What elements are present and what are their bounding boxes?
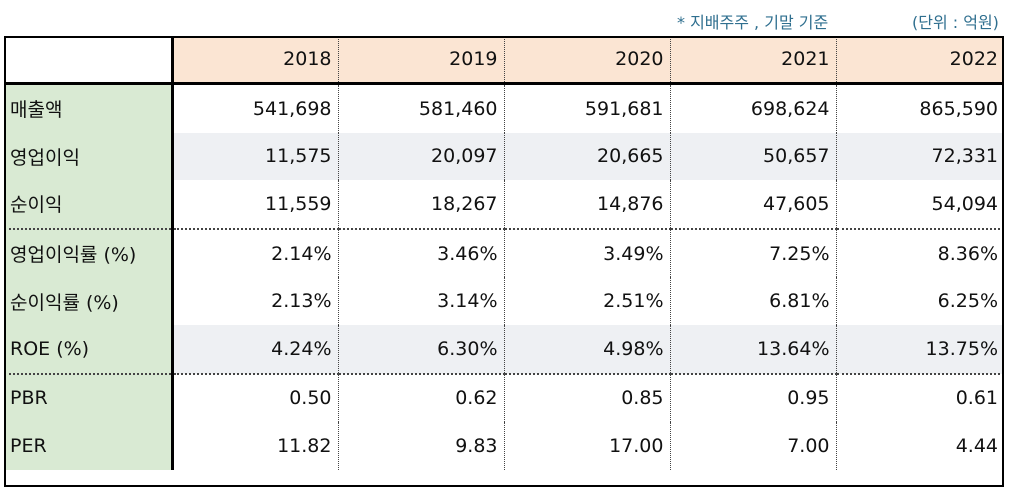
table-row: ROE (%) 4.24% 6.30% 4.98% 13.64% 13.75% [4, 324, 1004, 375]
table-cell: 47,605 [670, 180, 837, 230]
row-label: 영업이익률 (%) [4, 228, 174, 278]
financial-table: 2018 2019 2020 2021 2022 매출액 541,698 581… [4, 36, 1004, 470]
row-label: 매출액 [4, 83, 174, 133]
table-cell: 20,665 [504, 132, 671, 181]
table-cell: 0.85 [504, 373, 671, 423]
year-header: 2019 [338, 36, 505, 85]
table-row: 영업이익률 (%) 2.14% 3.46% 3.49% 7.25% 8.36% [4, 228, 1004, 278]
basis-note: * 지배주주 , 기말 기준 [677, 13, 829, 32]
row-label: 영업이익 [4, 132, 174, 181]
row-label: ROE (%) [4, 324, 174, 375]
row-label: PBR [4, 373, 174, 423]
table-cell: 7.00 [670, 422, 837, 470]
table-cell: 18,267 [338, 180, 505, 230]
table-row: 매출액 541,698 581,460 591,681 698,624 865,… [4, 83, 1004, 133]
table-row: 영업이익 11,575 20,097 20,665 50,657 72,331 [4, 132, 1004, 181]
table-cell: 0.50 [172, 373, 339, 423]
year-header: 2018 [172, 36, 339, 85]
table-row: PER 11.82 9.83 17.00 7.00 4.44 [4, 422, 1004, 470]
year-header: 2022 [836, 36, 1004, 85]
table-cell: 3.49% [504, 228, 671, 278]
table-row: 순이익 11,559 18,267 14,876 47,605 54,094 [4, 180, 1004, 230]
table-cell: 13.75% [836, 324, 1004, 375]
table-cell: 865,590 [919, 97, 998, 120]
unit-note: (단위 : 억원) [912, 13, 999, 32]
row-label: 순이익률 (%) [4, 277, 174, 325]
table-cell: 8.36% [937, 242, 998, 265]
table-cell: 50,657 [670, 132, 837, 181]
table-cell: 3.14% [338, 277, 505, 325]
table-cell: 7.25% [670, 228, 837, 278]
table-cell: 4.44 [955, 434, 998, 457]
table-row: PBR 0.50 0.62 0.85 0.95 0.61 [4, 373, 1004, 423]
table-cell: 0.95 [670, 373, 837, 423]
header-row: 2018 2019 2020 2021 2022 [4, 36, 1004, 85]
table-cell: 0.61 [955, 387, 998, 410]
table-cell: 6.25% [937, 290, 998, 313]
table-cell: 17.00 [504, 422, 671, 470]
row-label: PER [4, 422, 174, 470]
table-cell: 6.30% [338, 324, 505, 375]
table-cell: 11.82 [172, 422, 339, 470]
table-cell: 54,094 [836, 180, 1004, 230]
table-cell: 9.83 [338, 422, 505, 470]
table-cell: 13.64% [670, 324, 837, 375]
table-cell: 2.51% [504, 277, 671, 325]
table-row: 순이익률 (%) 2.13% 3.14% 2.51% 6.81% 6.25% [4, 277, 1004, 325]
table-cell: 2.14% [172, 228, 339, 278]
table-cell: 4.98% [504, 324, 671, 375]
row-label: 순이익 [4, 180, 174, 230]
table-cell: 11,559 [172, 180, 339, 230]
table-cell: 581,460 [338, 83, 505, 133]
table-cell: 541,698 [172, 83, 339, 133]
table-cell: 0.62 [338, 373, 505, 423]
table-cell: 72,331 [836, 132, 1004, 181]
table-cell: 20,097 [338, 132, 505, 181]
table-cell: 14,876 [504, 180, 671, 230]
year-header: 2021 [670, 36, 837, 85]
table-cell: 3.46% [338, 228, 505, 278]
table-cell: 6.81% [670, 277, 837, 325]
table-cell: 11,575 [172, 132, 339, 181]
header-corner [4, 36, 174, 85]
year-header: 2020 [504, 36, 671, 85]
table-cell: 2.13% [172, 277, 339, 325]
table-cell: 591,681 [504, 83, 671, 133]
table-cell: 698,624 [670, 83, 837, 133]
table-cell: 4.24% [172, 324, 339, 375]
